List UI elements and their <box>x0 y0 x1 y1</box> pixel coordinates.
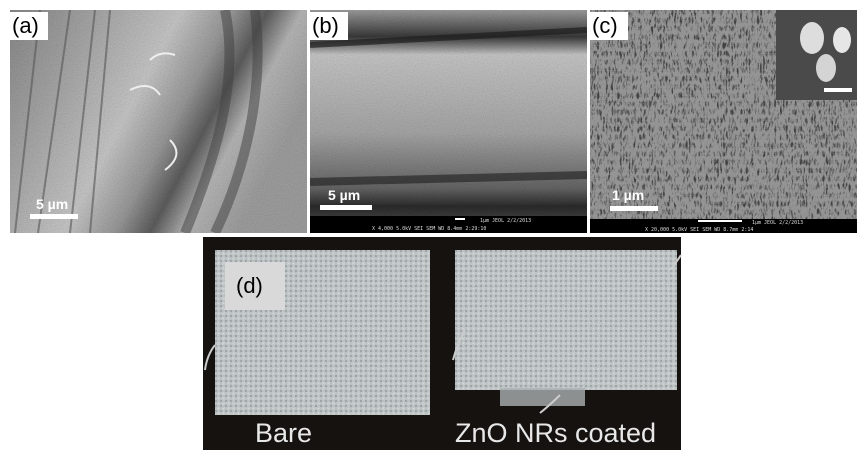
scale-bar-label: 1 µm <box>612 187 644 203</box>
panel-label: (b) <box>312 13 339 38</box>
sem-footer: 1μm JEOL 2/2/2013 <box>480 218 531 224</box>
scale-bar-label: 5 µm <box>36 196 68 212</box>
scale-bar-label: 5 µm <box>328 187 360 203</box>
caption: Bare <box>255 418 312 448</box>
caption: ZnO NRs coated <box>455 418 656 448</box>
sem-footer: X 20,000 5.0kV SEI SEM WD 8.7mm 2:14 <box>645 227 753 233</box>
sem-footer: X 4,000 5.0kV SEI SEM WD 8.4mm 2:29:10 <box>372 226 486 232</box>
panel-label: (c) <box>592 13 618 38</box>
panel-label: (d) <box>236 273 263 298</box>
panel-label: (a) <box>12 13 39 38</box>
sem-footer: 1μm JEOL 2/2/2013 <box>752 220 803 226</box>
figure: (a) (b) (c) (d) 5 µm 5 µm 1 µm 1μm JEOL … <box>0 0 857 450</box>
